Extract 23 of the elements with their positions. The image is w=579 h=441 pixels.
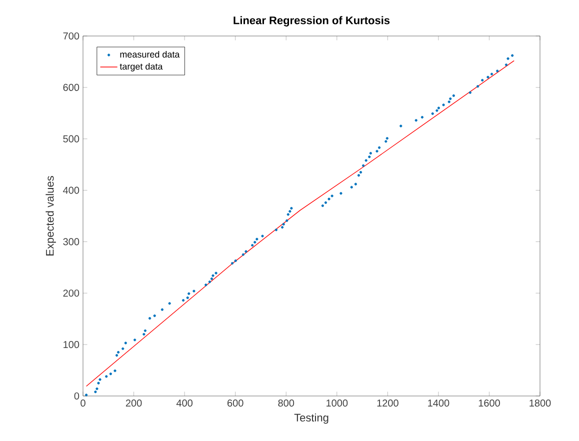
x-tick-label: 400 <box>176 400 193 407</box>
y-tick-label: 500 <box>63 135 80 142</box>
x-tick-label: 600 <box>227 400 244 407</box>
x-tick-label: 1200 <box>377 400 398 407</box>
y-tick-label: 700 <box>63 32 80 40</box>
x-tick-label: 1400 <box>428 400 450 407</box>
y-tick-label: 0 <box>74 392 80 400</box>
x-axis-title: Testing <box>294 413 328 424</box>
x-tick-label: 200 <box>126 400 142 407</box>
y-tick-label: 300 <box>63 238 80 246</box>
y-axis-title: Expected values <box>46 176 56 256</box>
y-tick-label: 400 <box>63 186 80 194</box>
x-tick-label: 800 <box>278 400 294 407</box>
chart-title: Linear Regression of Kurtosis <box>234 16 390 26</box>
x-tick-label: 1000 <box>326 400 348 407</box>
legend-label: target data <box>120 63 163 72</box>
y-tick-label: 100 <box>64 341 80 348</box>
x-tick-label: 0 <box>80 400 86 407</box>
y-tick-label: 200 <box>63 290 80 297</box>
x-tick-label: 1800 <box>530 400 551 407</box>
y-tick-label: 600 <box>63 84 80 91</box>
x-tick-label: 1600 <box>478 400 500 407</box>
legend-label: measured data <box>120 50 180 58</box>
